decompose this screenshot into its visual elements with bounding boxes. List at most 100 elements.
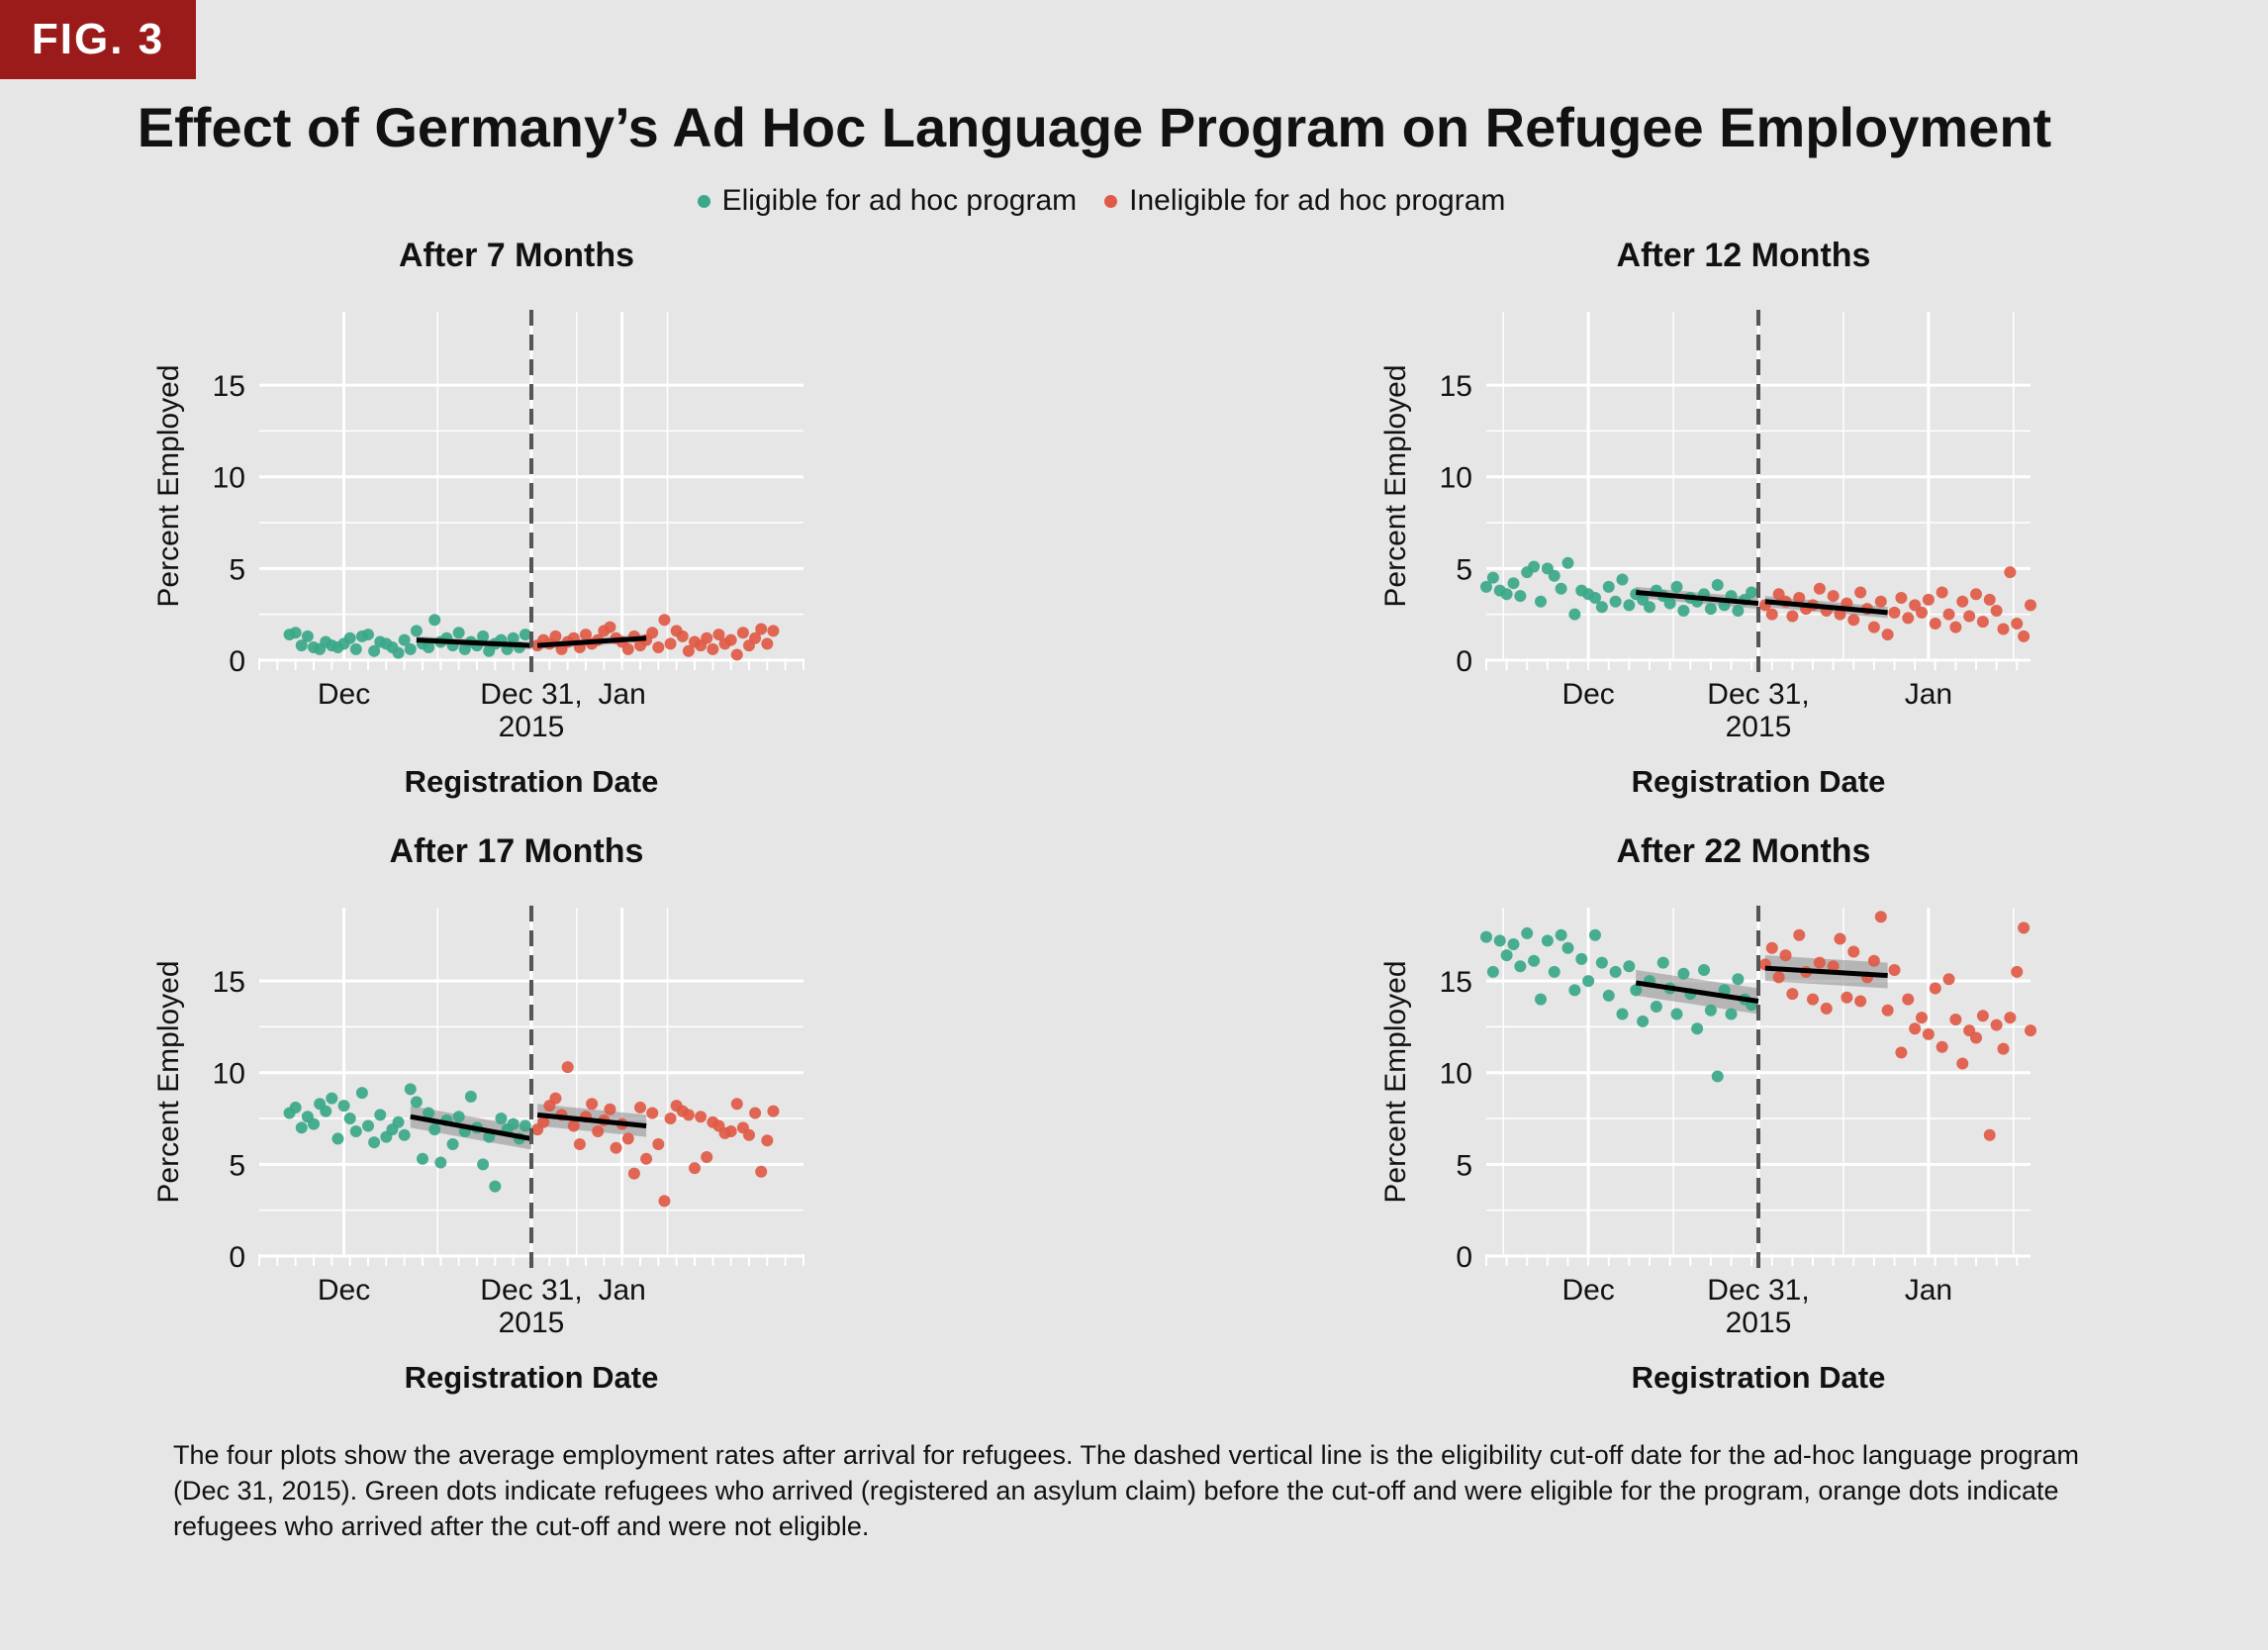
data-point-ineligible	[567, 1119, 580, 1132]
data-point-ineligible	[749, 631, 762, 644]
y-tick-label: 15	[1440, 370, 1472, 403]
data-point-ineligible	[1888, 963, 1901, 976]
chart-panel-2: 0 5 10 15 Dec Dec 31,2015 Jan After 12 Months Re…	[1379, 237, 2036, 799]
x-axis-label: Registration Date	[405, 1360, 659, 1395]
data-point-ineligible	[1867, 621, 1880, 633]
data-point-eligible	[368, 644, 381, 657]
data-point-ineligible	[1841, 991, 1853, 1004]
data-point-ineligible	[1942, 608, 1955, 621]
data-point-eligible	[1704, 1004, 1717, 1017]
data-point-eligible	[1732, 604, 1745, 617]
data-point-ineligible	[664, 637, 677, 650]
data-point-eligible	[1535, 993, 1547, 1006]
data-point-ineligible	[1854, 995, 1867, 1008]
data-point-eligible	[1595, 601, 1608, 614]
data-point-ineligible	[1786, 988, 1799, 1001]
data-point-ineligible	[658, 614, 671, 627]
data-point-eligible	[1582, 975, 1595, 988]
data-point-eligible	[1595, 956, 1608, 969]
legend-item-ineligible: Ineligible for ad hoc program	[1104, 184, 1505, 218]
data-point-ineligible	[664, 1113, 677, 1125]
data-point-ineligible	[2025, 599, 2036, 612]
data-point-ineligible	[2018, 922, 2031, 934]
data-point-ineligible	[1847, 945, 1860, 958]
y-tick-label: 0	[229, 1241, 245, 1274]
y-tick-label: 5	[1456, 553, 1472, 586]
data-point-eligible	[1711, 579, 1724, 592]
data-point-eligible	[392, 646, 405, 659]
fit-line-ineligible	[1764, 599, 1888, 616]
data-point-ineligible	[1888, 606, 1901, 619]
data-point-ineligible	[1916, 1012, 1928, 1024]
y-axis-label: Percent Employed	[152, 364, 185, 607]
data-point-ineligible	[1949, 1014, 1962, 1026]
data-point-eligible	[1507, 938, 1520, 951]
data-point-ineligible	[767, 625, 780, 637]
data-point-ineligible	[712, 629, 725, 641]
data-point-eligible	[308, 1117, 320, 1130]
data-point-ineligible	[1827, 960, 1840, 973]
data-point-ineligible	[1895, 592, 1908, 605]
x-tick-label: 2015	[499, 1307, 565, 1339]
y-tick-label: 10	[1440, 462, 1472, 495]
data-point-eligible	[464, 1090, 477, 1103]
data-point-ineligible	[1765, 941, 1778, 954]
y-tick-label: 5	[1456, 1149, 1472, 1182]
data-point-eligible	[1555, 928, 1567, 941]
x-axis-label: Registration Date	[405, 764, 659, 799]
data-point-ineligible	[652, 1137, 665, 1150]
data-point-ineligible	[634, 1101, 646, 1114]
y-tick-label: 5	[229, 553, 245, 586]
data-point-eligible	[1589, 928, 1601, 941]
data-point-ineligible	[604, 621, 616, 633]
data-point-ineligible	[1990, 1019, 2003, 1031]
data-point-eligible	[1480, 930, 1492, 943]
data-point-ineligible	[1779, 949, 1792, 962]
data-point-ineligible	[1820, 1002, 1833, 1015]
fit-line-ineligible	[536, 1112, 647, 1128]
data-point-ineligible	[1793, 928, 1806, 941]
chart-title: After 17 Months	[390, 832, 644, 870]
x-tick-label: Dec 31,	[480, 678, 582, 711]
data-point-eligible	[374, 1109, 387, 1121]
data-point-ineligible	[592, 1125, 605, 1138]
data-point-ineligible	[549, 1092, 562, 1105]
figure-caption: The four plots show the average employme…	[173, 1440, 2080, 1541]
data-point-eligible	[1500, 588, 1513, 601]
x-tick-label: 2015	[1726, 711, 1792, 743]
data-point-eligible	[428, 614, 441, 627]
data-point-eligible	[1602, 580, 1615, 593]
data-point-ineligible	[1847, 614, 1860, 627]
data-point-ineligible	[682, 1109, 695, 1121]
x-tick-label: Jan	[598, 1274, 645, 1307]
data-point-ineligible	[1895, 1046, 1908, 1059]
data-point-eligible	[1623, 599, 1636, 612]
data-point-eligible	[1630, 984, 1643, 997]
data-point-eligible	[410, 1096, 423, 1109]
y-tick-label: 0	[229, 645, 245, 678]
data-point-ineligible	[736, 627, 749, 639]
data-point-eligible	[289, 1101, 302, 1114]
x-tick-label: 2015	[1726, 1307, 1792, 1339]
legend-item-eligible: Eligible for ad hoc program	[697, 184, 1078, 218]
data-point-ineligible	[1813, 582, 1826, 595]
data-point-eligible	[398, 1128, 411, 1141]
data-point-ineligible	[707, 642, 719, 655]
y-axis-label: Percent Employed	[1379, 364, 1412, 607]
data-point-eligible	[343, 631, 356, 644]
data-point-eligible	[404, 1083, 417, 1096]
data-point-eligible	[477, 630, 490, 642]
data-point-ineligible	[1854, 586, 1867, 599]
data-point-eligible	[362, 1119, 374, 1132]
data-point-eligible	[452, 1111, 465, 1123]
legend-label-eligible: Eligible for ad hoc program	[721, 184, 1078, 217]
x-tick-label: Dec 31,	[480, 1274, 582, 1307]
data-point-eligible	[295, 1121, 308, 1134]
y-tick-label: 0	[1456, 645, 1472, 678]
data-point-eligible	[1637, 1015, 1650, 1027]
legend-dot-ineligible	[1104, 194, 1118, 208]
data-point-ineligible	[1956, 595, 1969, 608]
data-point-eligible	[1656, 956, 1669, 969]
data-point-eligible	[507, 1117, 520, 1130]
